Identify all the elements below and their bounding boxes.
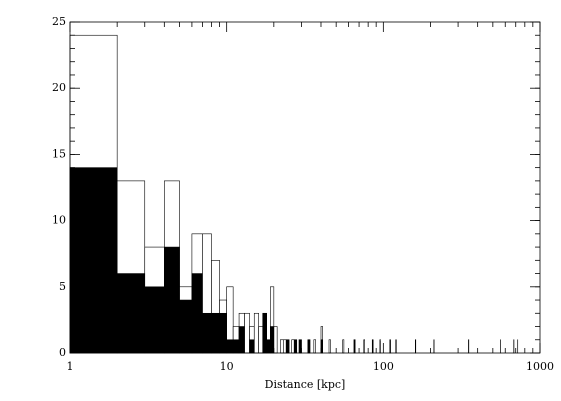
histogram-bar <box>262 312 267 354</box>
histogram-bar <box>270 326 275 354</box>
histogram-bar <box>280 339 284 354</box>
y-tick-label: 15 <box>52 147 66 160</box>
histogram-bar <box>363 339 365 354</box>
histogram-bar <box>202 312 212 354</box>
histogram-bar <box>353 339 356 354</box>
histogram-bar <box>179 299 193 354</box>
histogram-bar <box>69 167 118 354</box>
histogram-bar <box>307 339 311 354</box>
histogram-bar <box>144 286 165 354</box>
histogram-bar <box>258 326 264 354</box>
plot-frame <box>69 21 541 354</box>
histogram-bar <box>238 326 245 354</box>
histogram-bar <box>328 339 331 354</box>
histogram-bar <box>313 339 316 354</box>
y-tick-label: 25 <box>52 15 66 28</box>
histogram-bar <box>253 312 259 354</box>
x-tick-label: 1 <box>67 360 74 373</box>
histogram-bar <box>291 339 295 354</box>
y-tick-label: 0 <box>59 346 66 359</box>
histogram-bar <box>389 339 391 354</box>
histogram-bar <box>226 339 234 354</box>
histogram-bar <box>244 312 250 354</box>
histogram-bar <box>283 339 287 354</box>
x-tick-label: 100 <box>373 360 394 373</box>
histogram-bar <box>395 339 397 354</box>
histogram-bar <box>379 339 381 354</box>
histogram-bar <box>249 339 255 354</box>
x-tick-label: 10 <box>220 360 234 373</box>
y-tick-label: 10 <box>52 214 66 227</box>
histogram-bar <box>211 312 220 354</box>
histogram-bar <box>232 339 240 354</box>
histogram-bar <box>293 339 298 354</box>
histogram-bar <box>371 339 374 354</box>
x-axis-label: Distance [kpc] <box>265 378 346 391</box>
histogram-bar <box>191 273 203 354</box>
y-tick-label: 20 <box>52 81 66 94</box>
histogram-bar <box>273 326 278 354</box>
histogram-bar <box>164 246 180 354</box>
histogram-bar <box>219 312 227 354</box>
histogram-bar <box>116 273 146 354</box>
histogram-bar <box>285 339 290 354</box>
x-tick-label: 1000 <box>526 360 554 373</box>
histogram-bar <box>342 339 345 354</box>
y-tick-label: 5 <box>59 280 66 293</box>
histogram-bar <box>266 339 271 354</box>
